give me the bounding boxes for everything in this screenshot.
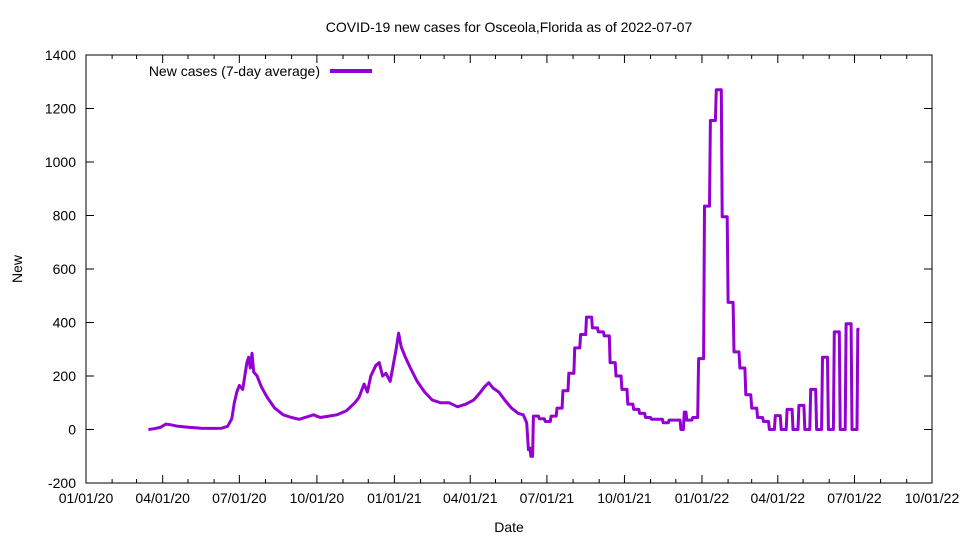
x-tick-label: 04/01/21	[443, 490, 498, 506]
y-tick-label: 0	[68, 422, 76, 438]
x-axis: 01/01/20 04/01/20 07/01/20 10/01/20 01/01/21…	[59, 55, 960, 506]
x-axis-label: Date	[494, 519, 524, 535]
legend: New cases (7-day average)	[149, 63, 372, 79]
x-tick-label: 07/01/20	[212, 490, 267, 506]
x-tick-label: 01/01/20	[59, 490, 114, 506]
x-tick-label: 04/01/20	[135, 490, 190, 506]
x-tick-label: 07/01/21	[520, 490, 575, 506]
x-tick-label: 04/01/22	[751, 490, 806, 506]
chart-title: COVID-19 new cases for Osceola,Florida a…	[326, 19, 693, 35]
y-tick-label: 400	[53, 315, 77, 331]
y-tick-label: 1200	[45, 101, 76, 117]
x-tick-label: 01/01/22	[675, 490, 730, 506]
x-tick-label: 10/01/20	[290, 490, 345, 506]
y-axis-label: New	[9, 254, 25, 283]
legend-label: New cases (7-day average)	[149, 63, 320, 79]
y-axis: -200 0 200 400 600 800 1000 1200 1400	[45, 47, 932, 491]
x-tick-label: 07/01/22	[827, 490, 882, 506]
x-tick-label: 01/01/21	[367, 490, 422, 506]
y-tick-label: 600	[53, 261, 77, 277]
y-tick-label: 800	[53, 208, 77, 224]
x-tick-label: 10/01/22	[905, 490, 960, 506]
y-tick-label: 1000	[45, 154, 76, 170]
y-tick-label: 200	[53, 368, 77, 384]
series-line	[148, 88, 860, 458]
x-tick-label: 10/01/21	[597, 490, 652, 506]
y-tick-label: 1400	[45, 47, 76, 63]
y-tick-label: -200	[48, 475, 76, 491]
series-layer	[148, 88, 860, 458]
